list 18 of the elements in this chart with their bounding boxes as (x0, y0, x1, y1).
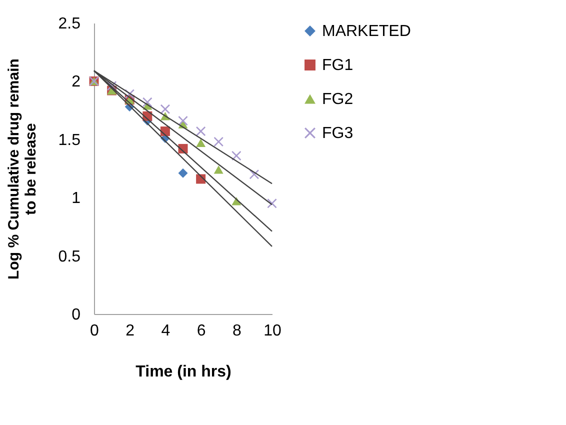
y-tick-label: 2 (72, 74, 81, 91)
legend-label: FG1 (322, 57, 354, 74)
x-tick-label: 4 (161, 322, 170, 340)
x-tick-label: 0 (90, 322, 100, 340)
x-tick-label: 8 (232, 322, 242, 340)
x-tick-label: 2 (126, 322, 135, 340)
legend-label: FG2 (322, 91, 354, 108)
y-tick-label: 2.5 (58, 16, 81, 32)
y-axis-title: Log % Cumulative drug remain to be release (5, 58, 40, 280)
legend-label: FG3 (322, 125, 354, 142)
y-tick-label: 1 (72, 190, 81, 208)
y-tick-label: 1.5 (58, 132, 81, 149)
x-tick-label: 10 (264, 322, 282, 340)
x-tick-label: 6 (196, 322, 206, 340)
y-tick-label: 0 (72, 306, 81, 324)
legend-label: MARKETED (322, 23, 411, 40)
x-axis-title: Time (in hrs) (136, 364, 232, 380)
y-tick-label: 0.5 (58, 248, 81, 266)
